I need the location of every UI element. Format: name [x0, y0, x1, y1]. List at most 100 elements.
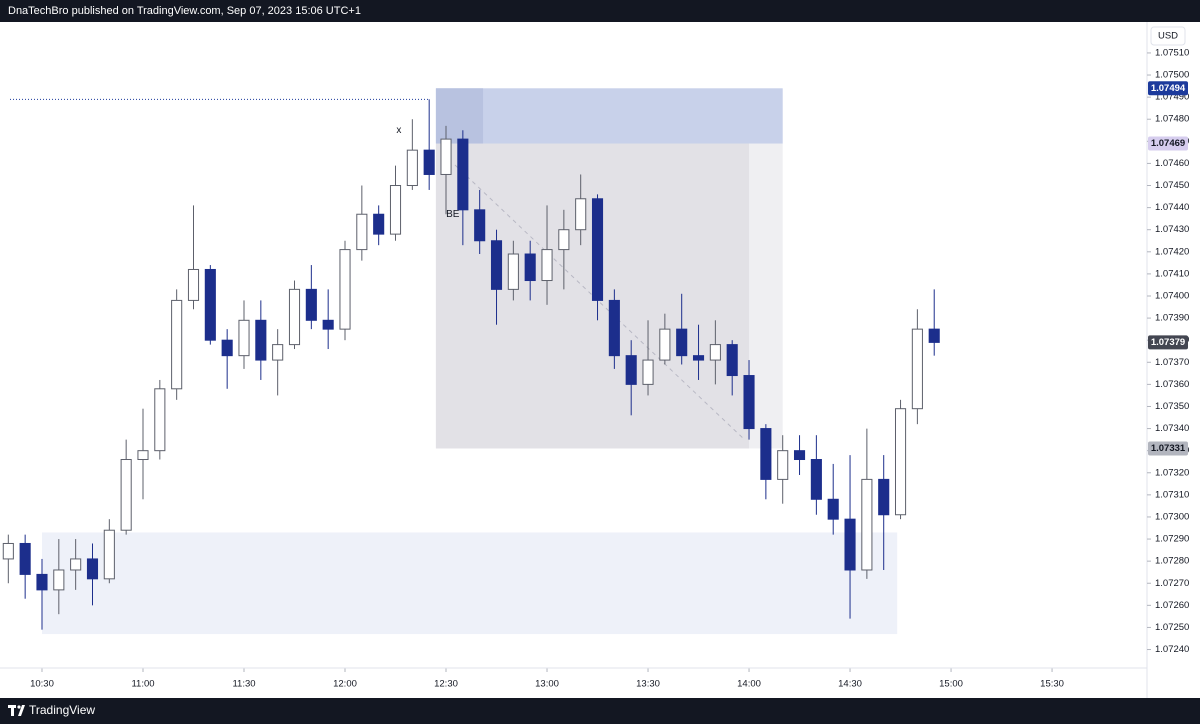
candle-body [288, 288, 301, 346]
candle-body [894, 408, 907, 516]
candle-body [238, 319, 250, 357]
annotation: BE [446, 209, 460, 220]
candle-body [625, 355, 637, 385]
y-tick-label: 1.07400 [1155, 291, 1189, 302]
x-tick-label: 13:30 [636, 679, 660, 690]
x-tick-label: 15:00 [939, 679, 963, 690]
x-tick-label: 13:00 [535, 679, 559, 690]
y-tick-label: 1.07280 [1155, 556, 1189, 567]
y-tick-label: 1.07500 [1155, 70, 1189, 81]
candle-body [373, 213, 385, 235]
annotation: x [396, 125, 401, 136]
zone [435, 88, 783, 144]
logo [8, 705, 25, 716]
y-tick-label: 1.07350 [1155, 401, 1189, 412]
y-tick-label: 1.07430 [1155, 224, 1189, 235]
y-tick-label: 1.07360 [1155, 379, 1189, 390]
price-label: 1.07494 [1151, 83, 1186, 94]
y-tick-label: 1.07310 [1155, 489, 1189, 500]
header-text: DnaTechBro published on TradingView.com,… [8, 5, 361, 17]
candle-body [642, 359, 654, 385]
candle-body [137, 450, 149, 461]
currency-box [1150, 26, 1186, 46]
candle-body [305, 288, 317, 321]
candle-body [389, 185, 402, 235]
candle-body [356, 213, 368, 251]
candle-body [490, 240, 503, 290]
y-tick-label: 1.07240 [1155, 644, 1189, 655]
x-tick-label: 12:30 [434, 679, 458, 690]
price-label-bg [1148, 335, 1188, 350]
footer-bar [0, 698, 1200, 724]
candle-body [339, 249, 351, 330]
x-tick-label: 14:30 [838, 679, 862, 690]
currency: USD [1158, 31, 1178, 42]
candle-body [406, 149, 418, 187]
zone [435, 88, 484, 144]
candle-body [844, 518, 856, 571]
y-tick-label: 1.07510 [1155, 47, 1189, 58]
y-tick-label: 1.07410 [1155, 268, 1189, 279]
candle-body [120, 459, 132, 531]
price-label: 1.07379 [1151, 337, 1185, 348]
candle-body [272, 344, 284, 361]
candle-body [608, 299, 620, 357]
y-tick-label: 1.07370 [1155, 357, 1189, 368]
candle-body [2, 542, 14, 560]
candle-body [743, 375, 755, 430]
candle-body [827, 498, 839, 520]
candle-body [187, 268, 200, 301]
y-tick-label: 1.07250 [1155, 622, 1189, 633]
candle-body [793, 450, 806, 461]
candle-body [53, 569, 65, 591]
price-label-bg [1148, 136, 1188, 151]
candle-body [760, 428, 772, 480]
candle-body [911, 328, 923, 410]
candle-body [19, 542, 31, 575]
candle-body [575, 198, 587, 231]
candle-body [204, 268, 216, 341]
zones [41, 88, 898, 635]
y-tick-label: 1.07390 [1155, 313, 1189, 324]
candle-body [36, 573, 48, 591]
candle-body [541, 249, 553, 282]
price-label-bg [1148, 441, 1188, 456]
candle-body [558, 229, 570, 251]
footer-brand: TradingView [29, 703, 95, 717]
y-tick-label: 1.07480 [1155, 114, 1189, 125]
x-tick-label: 10:30 [30, 679, 54, 690]
candle-body [322, 319, 334, 330]
x-tick-label: 15:30 [1040, 679, 1064, 690]
x-tick-label: 11:30 [232, 679, 255, 690]
candle-body [457, 138, 469, 211]
candle-body [861, 478, 873, 571]
x-tick-label: 12:00 [333, 679, 357, 690]
x-tick-label: 14:00 [737, 679, 761, 690]
candle-body [86, 558, 99, 580]
candle-body [810, 459, 822, 500]
y-tick-label: 1.07270 [1155, 578, 1189, 589]
candle-body [423, 149, 435, 175]
candle-body [524, 253, 536, 282]
candle-body [709, 344, 721, 361]
x-tick-label: 11:00 [131, 679, 154, 690]
candle-body [440, 138, 452, 175]
y-tick-label: 1.07450 [1155, 180, 1189, 191]
candle-body [928, 328, 940, 343]
trade-path [454, 164, 746, 441]
candle-body [154, 388, 166, 452]
candle-body [591, 198, 604, 301]
candle-body [171, 299, 183, 390]
candle-body [507, 253, 519, 290]
y-tick-label: 1.07460 [1155, 158, 1189, 169]
y-tick-label: 1.07320 [1155, 467, 1189, 478]
candle-body [474, 209, 486, 242]
candle-body [659, 328, 671, 361]
y-tick-label: 1.07260 [1155, 600, 1189, 611]
y-tick-label: 1.07290 [1155, 534, 1189, 545]
zone [41, 532, 898, 635]
candle-body [676, 328, 688, 357]
candle-body [726, 344, 738, 377]
